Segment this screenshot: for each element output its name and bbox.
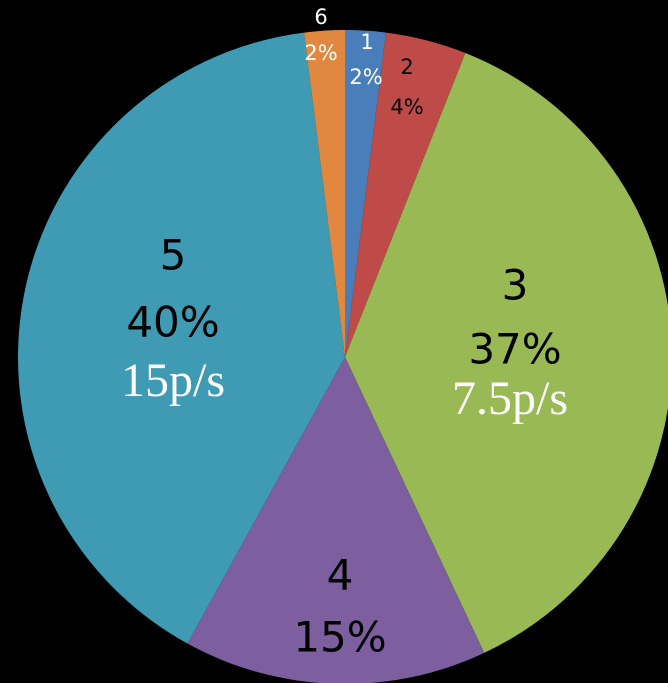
- pie-slice: [17, 32, 346, 644]
- slice-label: 5: [160, 231, 187, 280]
- value-label: 2%: [304, 41, 337, 65]
- pie-slice: [345, 30, 386, 357]
- value-label: 15%: [293, 613, 386, 662]
- pie-slice: [304, 30, 345, 357]
- slice-label: 2: [400, 55, 413, 79]
- annotation: 7.5p/s: [452, 372, 568, 425]
- slice-label: 3: [502, 261, 529, 310]
- pie-slice: [187, 357, 485, 683]
- slice-label: 4: [327, 551, 354, 600]
- slice-label: 6: [314, 5, 327, 29]
- slice-label: 1: [360, 30, 373, 54]
- pie-slice: [345, 32, 466, 357]
- value-label: 40%: [126, 298, 219, 347]
- annotation: 15p/s: [121, 354, 225, 407]
- value-label: 4%: [390, 95, 423, 119]
- value-label: 37%: [468, 325, 561, 374]
- value-label: 2%: [349, 65, 382, 89]
- pie-slice: [345, 52, 668, 653]
